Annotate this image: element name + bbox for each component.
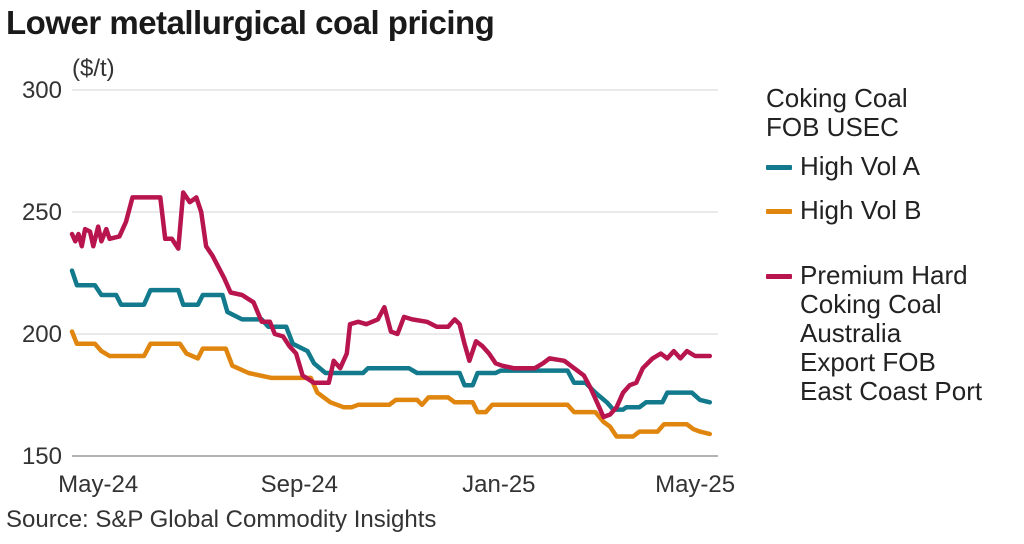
y-tick-label-300: 300 xyxy=(22,77,62,104)
legend-title: Coking Coal FOB USEC xyxy=(766,83,908,142)
source-note: Source: S&P Global Commodity Insights xyxy=(6,506,437,533)
x-tick-label-jan-25: Jan-25 xyxy=(462,471,535,498)
legend: Coking Coal FOB USEC High Vol A High Vol… xyxy=(766,84,1016,421)
y-axis-label: ($/t) xyxy=(72,55,115,82)
legend-swatch-premium-hard-coking-coal xyxy=(766,274,792,279)
x-tick-label-may-25: May-25 xyxy=(655,471,735,498)
legend-label-high-vol-a: High Vol A xyxy=(800,151,920,181)
y-tick-label-150: 150 xyxy=(22,443,62,470)
chart-title: Lower metallurgical coal pricing xyxy=(6,4,495,41)
legend-item-high-vol-a: High Vol A xyxy=(766,152,1016,181)
x-axis-ticks: May-24 Sep-24 Jan-25 May-25 xyxy=(58,471,735,498)
x-tick-label-may-24: May-24 xyxy=(58,471,138,498)
legend-label-high-vol-b: High Vol B xyxy=(800,195,922,225)
legend-item-premium-hard-coking-coal: Premium Hard Coking Coal Australia Expor… xyxy=(766,261,1016,406)
legend-swatch-high-vol-b xyxy=(766,209,792,214)
legend-item-high-vol-b: High Vol B xyxy=(766,196,1016,225)
x-tick-label-sep-24: Sep-24 xyxy=(261,471,338,498)
series-line-high-vol-b xyxy=(69,329,713,439)
y-axis-ticks: 300 250 200 150 xyxy=(22,77,62,470)
series-line-high-vol-a xyxy=(69,268,713,412)
y-tick-label-200: 200 xyxy=(22,321,62,348)
y-tick-label-250: 250 xyxy=(22,199,62,226)
legend-label-premium-hard-coking-coal: Premium Hard Coking Coal Australia Expor… xyxy=(800,260,983,406)
series-lines xyxy=(69,190,713,439)
legend-swatch-high-vol-a xyxy=(766,165,792,170)
series-line-premium-hard xyxy=(69,190,713,420)
